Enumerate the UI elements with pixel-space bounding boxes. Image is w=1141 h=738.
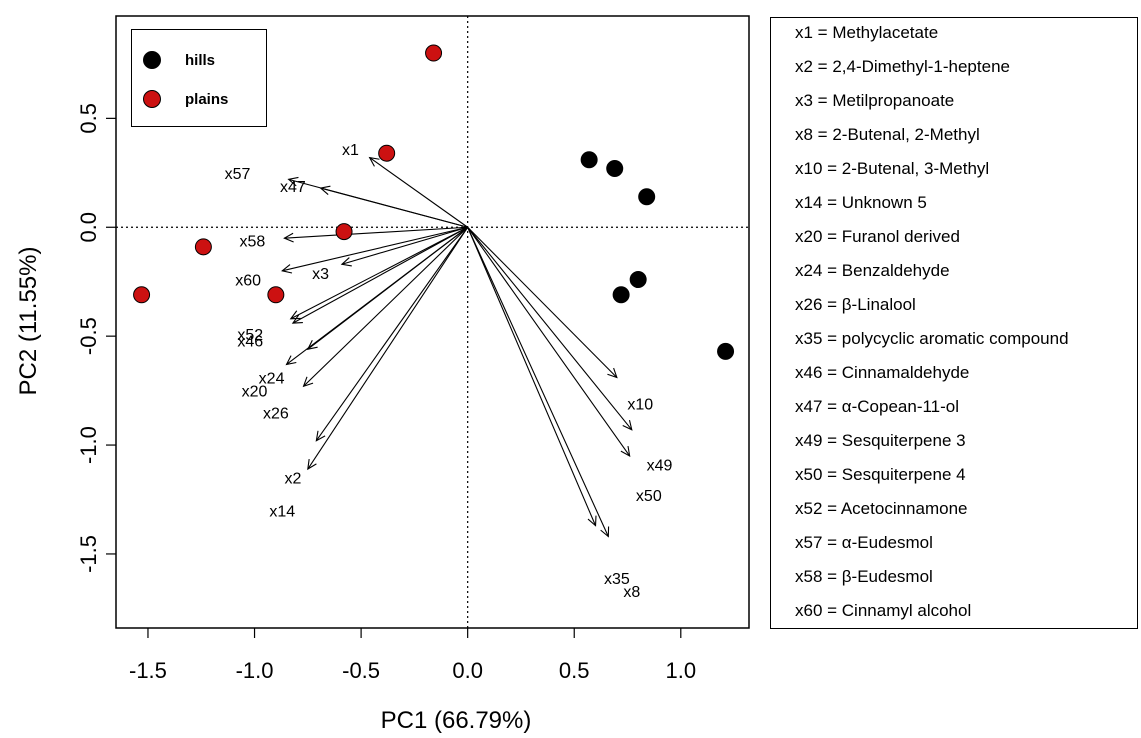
- loading-label-x60: x60: [235, 273, 261, 290]
- x-tick-label: 0.0: [452, 658, 483, 683]
- key-item: x8 = 2-Butenal, 2-Methyl: [795, 125, 980, 145]
- x-axis-label: PC1 (66.79%): [381, 707, 532, 734]
- key-item: x35 = polycyclic aromatic compound: [795, 329, 1069, 349]
- x-tick-label: 0.5: [559, 658, 590, 683]
- legend-label-plains: plains: [185, 91, 228, 108]
- point-hills: [607, 160, 623, 176]
- loading-label-x47: x47: [280, 179, 306, 196]
- key-item: x57 = α-Eudesmol: [795, 533, 933, 553]
- pca-biplot: -1.5 -1.0 -0.5 0.0 0.5 1.0 -1.5 -1.0 -0.5 0.0 0.5…: [0, 0, 760, 738]
- loading-label-x49: x49: [647, 458, 673, 475]
- point-hills: [718, 343, 734, 359]
- x-tick-label: -1.0: [236, 658, 274, 683]
- loading-arrow-x8: [468, 227, 609, 536]
- y-tick-label: -1.5: [76, 535, 101, 573]
- legend-marker-plains: [143, 90, 161, 108]
- key-item: x2 = 2,4-Dimethyl-1-heptene: [795, 57, 1010, 77]
- y-axis: -1.5 -1.0 -0.5 0.0 0.5: [76, 103, 116, 573]
- point-hills: [639, 189, 655, 205]
- loading-label-x20: x20: [242, 384, 268, 401]
- y-tick-label: -1.0: [76, 426, 101, 464]
- y-tick-label: 0.5: [76, 103, 101, 134]
- point-plains: [268, 287, 284, 303]
- loading-label-x50: x50: [636, 488, 662, 505]
- legend-marker-hills: [143, 51, 161, 69]
- point-hills: [581, 152, 597, 168]
- key-item: x60 = Cinnamyl alcohol: [795, 601, 971, 621]
- x-tick-label: -0.5: [342, 658, 380, 683]
- point-plains: [379, 145, 395, 161]
- legend-item-plains: plains: [143, 87, 228, 111]
- loading-arrow-x58: [284, 227, 467, 238]
- key-item: x52 = Acetocinnamone: [795, 499, 967, 519]
- loading-label-x46: x46: [237, 334, 263, 351]
- legend: hills plains: [131, 29, 267, 127]
- key-item: x49 = Sesquiterpene 3: [795, 431, 966, 451]
- y-axis-label: PC2 (11.55%): [15, 247, 42, 396]
- loading-label-x2: x2: [284, 471, 301, 488]
- loading-arrow-x10: [468, 227, 617, 377]
- loading-arrow-x1: [370, 158, 468, 228]
- loading-label-x1: x1: [342, 142, 359, 159]
- key-item: x24 = Benzaldehyde: [795, 261, 950, 281]
- key-item: x58 = β-Eudesmol: [795, 567, 933, 587]
- loading-arrow-x49: [468, 227, 632, 430]
- loading-arrow-x35: [468, 227, 596, 525]
- legend-item-hills: hills: [143, 48, 215, 72]
- legend-label-hills: hills: [185, 52, 215, 69]
- loading-label-x26: x26: [263, 405, 289, 422]
- point-plains: [426, 45, 442, 61]
- key-item: x20 = Furanol derived: [795, 227, 960, 247]
- point-hills: [630, 272, 646, 288]
- point-hills: [613, 287, 629, 303]
- y-tick-label: 0.0: [76, 212, 101, 243]
- loading-label-x58: x58: [240, 233, 266, 250]
- key-item: x26 = β-Linalool: [795, 295, 916, 315]
- key-item: x50 = Sesquiterpene 4: [795, 465, 966, 485]
- key-item: x47 = α-Copean-11-ol: [795, 397, 959, 417]
- loading-arrow-x14: [308, 227, 468, 469]
- loading-arrow-x50: [468, 227, 630, 456]
- point-plains: [195, 239, 211, 255]
- key-item: x3 = Metilpropanoate: [795, 91, 954, 111]
- loading-label-x57: x57: [225, 166, 251, 183]
- point-plains: [134, 287, 150, 303]
- y-tick-label: -0.5: [76, 317, 101, 355]
- key-item: x1 = Methylacetate: [795, 23, 938, 43]
- key-item: x14 = Unknown 5: [795, 193, 927, 213]
- loading-label-x10: x10: [627, 397, 653, 414]
- loading-label-x3: x3: [312, 266, 329, 283]
- x-tick-label: 1.0: [666, 658, 697, 683]
- loading-label-x14: x14: [269, 503, 295, 520]
- x-axis: -1.5 -1.0 -0.5 0.0 0.5 1.0: [129, 628, 696, 683]
- loading-arrow-x47: [321, 188, 468, 227]
- key-item: x10 = 2-Butenal, 3-Methyl: [795, 159, 989, 179]
- variable-key: x1 = Methylacetate x2 = 2,4-Dimethyl-1-h…: [770, 17, 1138, 629]
- point-plains: [336, 224, 352, 240]
- loading-label-x8: x8: [623, 584, 640, 601]
- key-item: x46 = Cinnamaldehyde: [795, 363, 969, 383]
- loading-arrow-x2: [316, 227, 467, 440]
- x-tick-label: -1.5: [129, 658, 167, 683]
